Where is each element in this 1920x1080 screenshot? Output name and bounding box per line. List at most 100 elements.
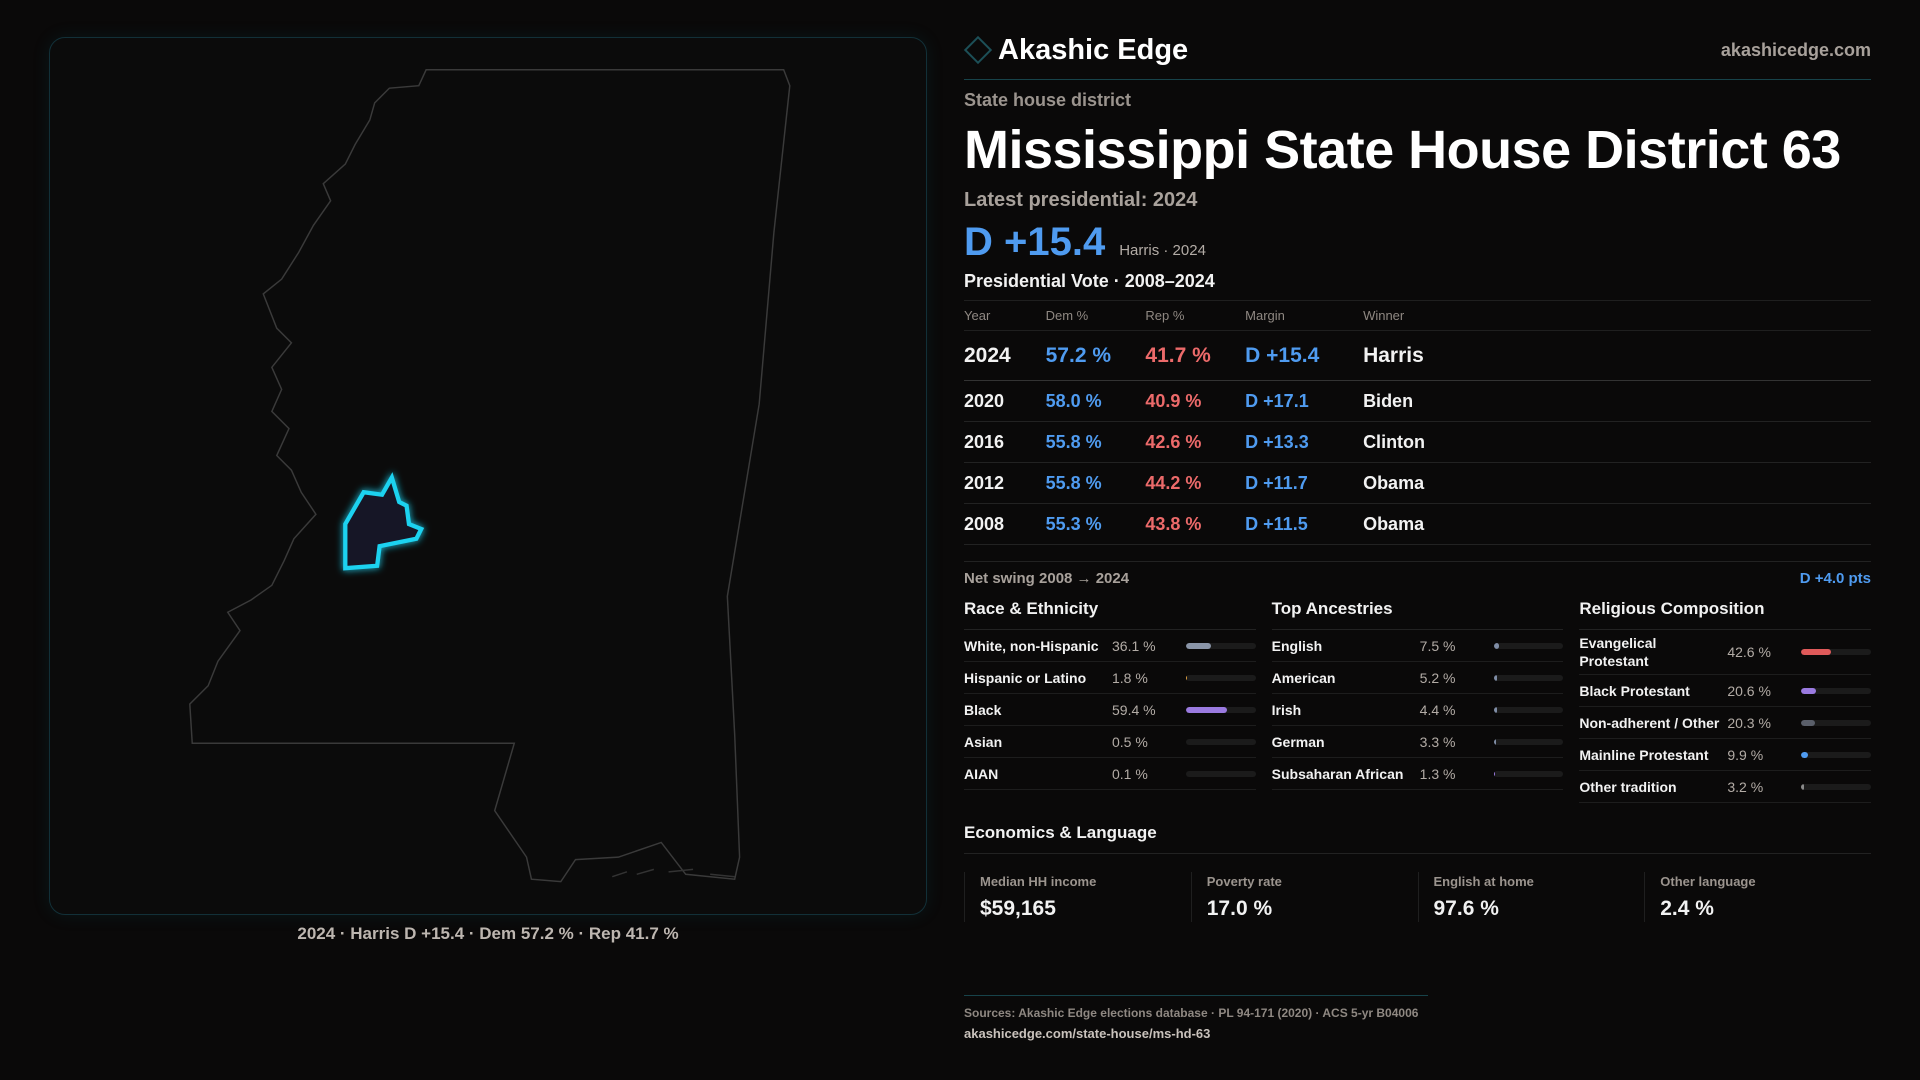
table-row[interactable]: 2012 55.8 % 44.2 % D +11.7 Obama [964, 462, 1871, 504]
religion-title: Religious Composition [1579, 599, 1872, 630]
page-url[interactable]: akashicedge.com/state-house/ms-hd-63 [964, 1026, 1211, 1041]
list-item: Mainline Protestant 9.9 % [1579, 739, 1872, 771]
item-label: American [1271, 669, 1336, 686]
bar-fill [1493, 674, 1498, 681]
item-label: English [1271, 637, 1323, 654]
page-title: Mississippi State House District 63 [964, 120, 1841, 180]
item-label: Non-adherent / Other [1579, 714, 1720, 731]
table-row[interactable]: 2024 57.2 % 41.7 % D +15.4 Harris [964, 330, 1871, 381]
site-link[interactable]: akashicedge.com [1720, 39, 1871, 60]
table-cell: Obama [1363, 503, 1871, 545]
list-item: Subsaharan African 1.3 % [1271, 758, 1564, 790]
item-pct: 1.3 % [1419, 765, 1456, 782]
table-cell: 55.8 % [1045, 462, 1146, 504]
stat-label: Poverty rate [1206, 874, 1282, 889]
list-item: Other tradition 3.2 % [1579, 771, 1872, 803]
brand-name: Akashic Edge [998, 33, 1189, 66]
item-label: Subsaharan African [1271, 765, 1404, 782]
bar-fill [1186, 674, 1188, 681]
item-pct: 4.4 % [1419, 701, 1456, 718]
column-header: Winner [1363, 300, 1871, 331]
item-pct: 42.6 % [1727, 644, 1771, 660]
progress-bar [1801, 719, 1872, 726]
map-panel[interactable] [49, 37, 927, 915]
table-cell: D +13.3 [1245, 421, 1364, 463]
item-pct: 9.9 % [1727, 746, 1764, 763]
bar-fill [1186, 771, 1187, 777]
ancestry-section: Top Ancestries English 7.5 % American 5.2 % I… [1271, 599, 1564, 803]
stat-label: Other language [1660, 874, 1756, 889]
progress-bar [1493, 770, 1564, 777]
item-pct: 0.5 % [1112, 733, 1148, 750]
bar-fill [1801, 649, 1832, 655]
item-pct: 0.1 % [1112, 765, 1148, 782]
table-cell: Biden [1363, 380, 1871, 422]
table-cell: 43.8 % [1145, 503, 1246, 545]
net-swing: Net swing 2008 → 2024 D +4.0 pts [964, 561, 1871, 587]
item-pct: 36.1 % [1112, 637, 1156, 654]
bar-fill [1801, 719, 1816, 726]
item-label: German [1271, 733, 1325, 750]
progress-bar [1186, 674, 1256, 681]
table-cell: D +15.4 [1245, 330, 1364, 381]
diamond-logo-icon [963, 35, 993, 65]
item-label: Evangelical Protestant [1579, 635, 1657, 669]
progress-bar [1493, 706, 1564, 713]
headline-margin: D +15.4 Harris · 2024 [964, 220, 1871, 265]
district-63-shape[interactable] [343, 472, 425, 571]
column-header: Dem % [1045, 300, 1146, 331]
list-item: Evangelical Protestant 42.6 % [1579, 630, 1872, 675]
list-item: AIAN 0.1 % [964, 758, 1256, 790]
table-cell: 40.9 % [1145, 380, 1246, 422]
table-cell: 55.3 % [1045, 503, 1146, 545]
list-item: German 3.3 % [1271, 726, 1564, 758]
item-label: Black [964, 701, 1002, 718]
religion-section: Religious Composition Evangelical Protest… [1579, 599, 1872, 803]
item-pct: 20.6 % [1727, 682, 1771, 699]
table-row[interactable]: 2016 55.8 % 42.6 % D +13.3 Clinton [964, 421, 1871, 463]
progress-bar [1801, 751, 1872, 758]
item-pct: 59.4 % [1112, 701, 1156, 718]
margin-sub: Harris · 2024 [1119, 242, 1206, 259]
progress-bar [1186, 738, 1256, 745]
progress-bar [1493, 674, 1564, 681]
table-row[interactable]: 2008 55.3 % 43.8 % D +11.5 Obama [964, 503, 1871, 545]
table-cell: Obama [1363, 462, 1871, 504]
item-label: Asian [964, 733, 1003, 750]
item-label: Irish [1271, 701, 1302, 718]
item-label: Mainline Protestant [1579, 746, 1709, 763]
table-cell: 2012 [964, 462, 1046, 504]
table-title: Presidential Vote · 2008–2024 [964, 271, 1215, 291]
stat-tile: English at home 97.6 % [1417, 872, 1645, 922]
footer: Sources: Akashic Edge elections database… [964, 995, 1428, 1041]
item-label: Other tradition [1579, 778, 1677, 795]
list-item: Asian 0.5 % [964, 726, 1256, 758]
brand-header: Akashic Edge akashicedge.com [963, 30, 1871, 70]
ancestry-title: Top Ancestries [1271, 599, 1564, 630]
table-cell: 2016 [964, 421, 1046, 463]
margin-value: D +15.4 [964, 220, 1106, 264]
bar-fill [1493, 770, 1495, 777]
list-item: American 5.2 % [1271, 662, 1564, 694]
item-pct: 3.2 % [1727, 778, 1764, 795]
progress-bar [1493, 642, 1564, 649]
table-cell: 41.7 % [1145, 330, 1246, 381]
econ-title: Economics & Language [964, 823, 1871, 854]
stat-value: 2.4 % [1660, 897, 1714, 920]
bar-fill [1801, 783, 1804, 790]
stat-label: Median HH income [980, 874, 1097, 889]
item-label: Hispanic or Latino [964, 669, 1087, 686]
table-cell: 55.8 % [1045, 421, 1146, 463]
item-pct: 7.5 % [1419, 637, 1456, 654]
progress-bar [1801, 687, 1872, 694]
progress-bar [1186, 770, 1256, 777]
column-header: Rep % [1145, 300, 1246, 331]
list-item: Non-adherent / Other 20.3 % [1579, 707, 1872, 739]
table-row[interactable]: 2020 58.0 % 40.9 % D +17.1 Biden [964, 380, 1871, 422]
stat-value: $59,165 [980, 897, 1056, 920]
presidential-table: Year Dem % Rep % Margin Winner 2024 57.2 % 41.… [964, 300, 1871, 545]
stat-label: English at home [1433, 874, 1534, 889]
table-cell: D +11.5 [1245, 503, 1364, 545]
bar-fill [1801, 687, 1816, 694]
